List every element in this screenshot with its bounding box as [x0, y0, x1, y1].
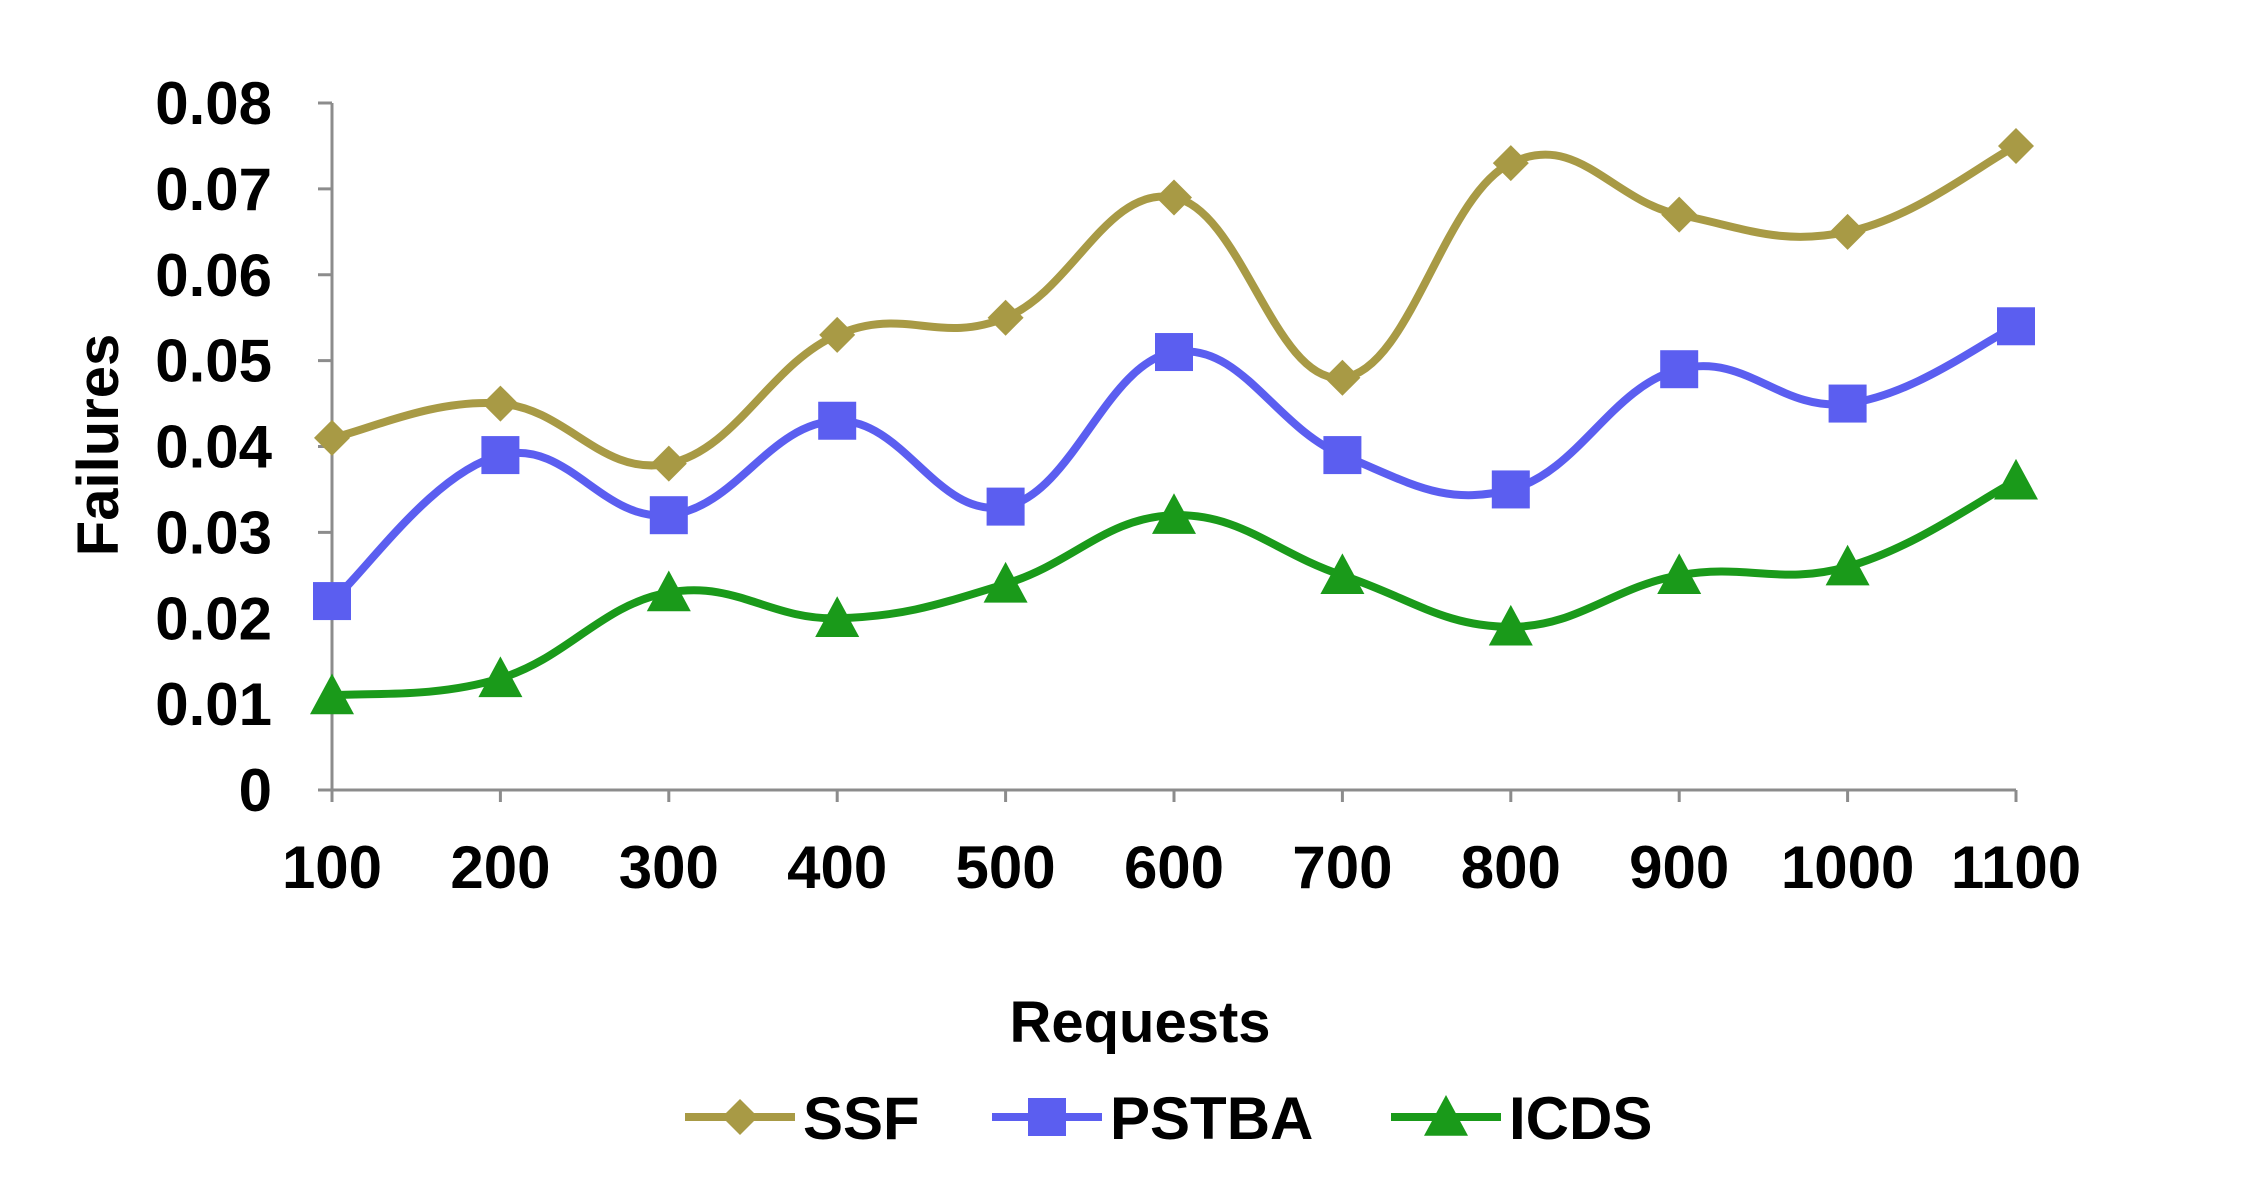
x-tick-label: 500	[956, 834, 1056, 901]
series-layer	[310, 127, 2038, 715]
data-point-pstba	[313, 582, 351, 621]
data-point-icds	[310, 673, 354, 715]
y-tick-label: 0.07	[155, 156, 272, 223]
data-point-pstba	[1323, 436, 1362, 475]
x-tick-label: 100	[282, 834, 382, 901]
data-point-icds	[1488, 604, 1533, 646]
data-point-ssf	[1324, 359, 1361, 396]
data-point-pstba	[1660, 350, 1699, 389]
legend-marker-icds	[1424, 1095, 1468, 1136]
data-point-icds	[1994, 458, 2038, 500]
data-point-ssf	[1661, 196, 1698, 233]
data-point-ssf	[1156, 179, 1192, 216]
y-tick-label: 0.06	[155, 242, 272, 309]
data-point-icds	[815, 596, 860, 637]
data-point-icds	[646, 570, 691, 612]
labels-layer: 0 0.01 0.02 0.03 0.04 0.05 0.06 0.07 0.08 100 200 3…	[66, 70, 2081, 1055]
series-ssf	[314, 127, 2034, 482]
data-point-icds	[478, 656, 523, 698]
y-tick-label: 0.04	[155, 414, 272, 481]
data-point-pstba	[818, 401, 857, 440]
legend-marker-pstba	[1028, 1098, 1066, 1136]
data-point-ssf	[650, 445, 687, 482]
legend-item-icds: ICDS	[1391, 1085, 1652, 1152]
x-tick-label: 200	[450, 834, 550, 901]
data-point-pstba	[649, 496, 688, 535]
y-axis-title: Failures	[66, 334, 131, 556]
data-point-ssf	[482, 385, 519, 422]
y-tick-label: 0.08	[155, 70, 272, 137]
legend-label-icds: ICDS	[1509, 1085, 1652, 1152]
data-point-ssf	[819, 316, 856, 353]
data-point-ssf	[314, 419, 350, 456]
x-tick-label: 800	[1461, 834, 1561, 901]
legend-marker-ssf	[722, 1099, 758, 1135]
series-pstba	[313, 307, 2035, 621]
series-icds	[310, 458, 2038, 715]
legend-label-ssf: SSF	[803, 1085, 920, 1152]
data-point-pstba	[1997, 307, 2035, 346]
y-tick-label: 0.02	[155, 585, 272, 652]
data-point-icds	[983, 561, 1028, 603]
x-axis-title: Requests	[1009, 990, 1270, 1055]
x-tick-label: 1100	[1951, 834, 2081, 901]
data-point-icds	[1320, 553, 1365, 595]
data-point-pstba	[986, 487, 1025, 526]
series-line-pstba	[328, 322, 2020, 606]
legend-label-pstba: PSTBA	[1110, 1085, 1313, 1152]
y-tick-label: 0	[239, 757, 272, 824]
data-point-pstba	[481, 436, 520, 475]
data-point-icds	[1152, 493, 1196, 534]
y-tick-label: 0.01	[155, 671, 272, 738]
data-point-icds	[1657, 553, 1702, 595]
x-tick-label: 1000	[1781, 834, 1914, 901]
x-tick-label: 600	[1124, 834, 1224, 901]
y-tick-label: 0.03	[155, 499, 272, 566]
legend-item-pstba: PSTBA	[992, 1085, 1313, 1152]
data-point-pstba	[1491, 470, 1530, 509]
data-point-pstba	[1155, 333, 1193, 372]
x-tick-label: 300	[619, 834, 719, 901]
y-tick-label: 0.05	[155, 328, 272, 395]
legend-item-ssf: SSF	[685, 1085, 920, 1152]
legend: SSF PSTBA ICDS	[685, 1085, 1652, 1152]
x-tick-label: 900	[1629, 834, 1729, 901]
data-point-ssf	[1492, 145, 1529, 182]
data-point-icds	[1825, 544, 1870, 586]
x-tick-label: 700	[1292, 834, 1392, 901]
data-point-ssf	[1829, 213, 1866, 250]
data-point-pstba	[1828, 384, 1867, 423]
data-point-ssf	[1998, 127, 2034, 164]
x-tick-label: 400	[787, 834, 887, 901]
data-point-ssf	[987, 299, 1024, 336]
